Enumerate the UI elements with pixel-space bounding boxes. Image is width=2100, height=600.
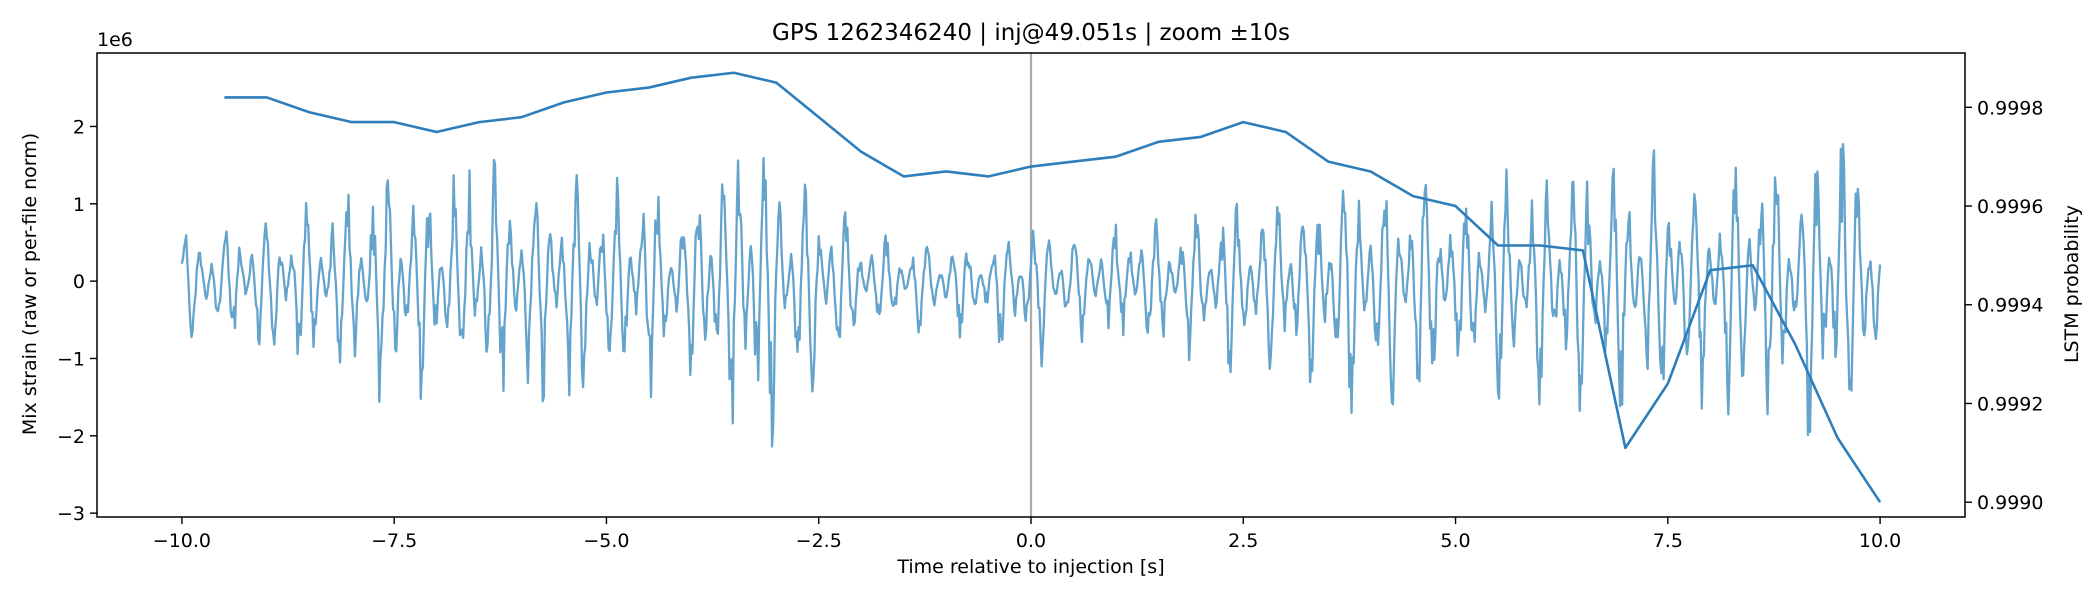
x-tick-label: 2.5	[1228, 530, 1258, 552]
y-right-tick-label: 0.9996	[1977, 196, 2043, 218]
x-tick-label: 7.5	[1653, 530, 1683, 552]
x-tick-label: −5.0	[583, 530, 629, 552]
chart-title: GPS 1262346240 | inj@49.051s | zoom ±10s	[772, 20, 1290, 46]
y-left-offset-text: 1e6	[97, 29, 133, 51]
y-right-tick-label: 0.9994	[1977, 295, 2043, 317]
y-left-tick-label: 1	[73, 194, 85, 216]
x-tick-label: −2.5	[796, 530, 842, 552]
y-left-axis-ticks: −3 −2 −1 0 1 2	[57, 116, 97, 525]
x-tick-label: −10.0	[153, 530, 211, 552]
y-right-axis-ticks: 0.9990 0.9992 0.9994 0.9996 0.9998	[1965, 97, 2043, 514]
x-axis-ticks: −10.0 −7.5 −5.0 −2.5 0.0 2.5 5.0 7.5 10.0	[153, 517, 1901, 552]
y-right-axis-label: LSTM probability	[2061, 205, 2083, 363]
strain-series-line	[180, 142, 1882, 448]
y-left-axis-label: Mix strain (raw or per-file norm)	[19, 133, 41, 435]
probability-series-line	[224, 71, 1882, 503]
y-left-tick-label: −1	[57, 348, 85, 370]
x-tick-label: 5.0	[1440, 530, 1470, 552]
y-right-tick-label: 0.9990	[1977, 492, 2043, 514]
y-right-tick-label: 0.9992	[1977, 393, 2043, 415]
x-tick-label: −7.5	[371, 530, 417, 552]
strain-series-group	[180, 142, 1882, 448]
x-axis-label: Time relative to injection [s]	[896, 556, 1164, 578]
y-right-tick-label: 0.9998	[1977, 97, 2043, 119]
y-left-tick-label: 0	[73, 271, 85, 293]
y-left-tick-label: −3	[57, 503, 85, 525]
probability-series-group	[224, 71, 1882, 503]
x-tick-label: 0.0	[1016, 530, 1046, 552]
y-left-tick-label: 2	[73, 116, 85, 138]
y-left-tick-label: −2	[57, 426, 85, 448]
x-tick-label: 10.0	[1859, 530, 1901, 552]
